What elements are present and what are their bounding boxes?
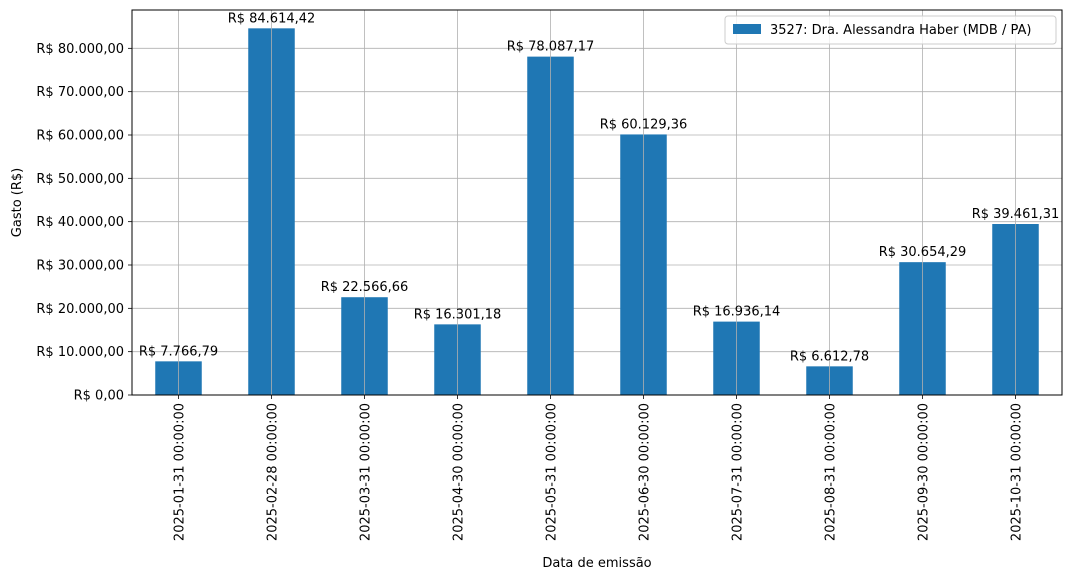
y-tick-label: R$ 0,00 — [74, 389, 124, 404]
bar-value-label: R$ 16.301,18 — [414, 307, 502, 322]
vertical-grid — [178, 10, 1016, 395]
y-tick-label: R$ 30.000,00 — [36, 258, 124, 273]
x-tick-label: 2025-08-31 00:00:00 — [824, 403, 839, 541]
y-axis: R$ 0,00 R$ 10.000,00 R$ 20.000,00 R$ 30.000… — [36, 42, 132, 404]
bar-value-label: R$ 84.614,42 — [228, 11, 316, 26]
y-tick-label: R$ 10.000,00 — [36, 345, 124, 360]
legend: 3527: Dra. Alessandra Haber (MDB / PA) — [724, 15, 1057, 45]
x-tick-label: 2025-05-31 00:00:00 — [545, 403, 560, 541]
x-tick-label: 2025-01-31 00:00:00 — [173, 403, 188, 541]
data-labels: R$ 7.766,79 R$ 84.614,42 R$ 22.566,66 R$ 16… — [139, 11, 1059, 364]
bar-value-label: R$ 60.129,36 — [600, 117, 688, 132]
legend-box — [724, 15, 1057, 45]
y-tick-label: R$ 20.000,00 — [36, 302, 124, 317]
x-tick-label: 2025-09-30 00:00:00 — [917, 403, 932, 541]
bar-value-label: R$ 78.087,17 — [507, 40, 595, 55]
legend-swatch — [733, 24, 761, 34]
bar-value-label: R$ 6.612,78 — [790, 349, 869, 364]
legend-entry: 3527: Dra. Alessandra Haber (MDB / PA) — [770, 23, 1031, 38]
bar-value-label: R$ 39.461,31 — [972, 207, 1060, 222]
x-tick-label: 2025-02-28 00:00:00 — [266, 403, 281, 541]
y-tick-label: R$ 60.000,00 — [36, 128, 124, 143]
bar-value-label: R$ 16.936,14 — [693, 305, 781, 320]
y-tick-label: R$ 50.000,00 — [36, 172, 124, 187]
bar-value-label: R$ 22.566,66 — [321, 280, 409, 295]
y-tick-label: R$ 80.000,00 — [36, 42, 124, 57]
x-tick-label: 2025-10-31 00:00:00 — [1010, 403, 1025, 541]
x-tick-label: 2025-06-30 00:00:00 — [638, 403, 653, 541]
x-tick-label: 2025-04-30 00:00:00 — [452, 403, 467, 541]
x-tick-label: 2025-07-31 00:00:00 — [731, 403, 746, 541]
y-tick-label: R$ 40.000,00 — [36, 215, 124, 230]
bar-value-label: R$ 7.766,79 — [139, 344, 218, 359]
x-tick-label: 2025-03-31 00:00:00 — [359, 403, 374, 541]
y-tick-label: R$ 70.000,00 — [36, 85, 124, 100]
x-axis-label: Data de emissão — [542, 556, 651, 571]
plot-frame — [131, 9, 1063, 396]
bar-value-label: R$ 30.654,29 — [879, 245, 967, 260]
bars — [155, 28, 1039, 396]
y-axis-label: Gasto (R$) — [10, 168, 25, 237]
x-axis: 2025-01-31 00:00:00 2025-02-28 00:00:00 20… — [173, 395, 1025, 541]
